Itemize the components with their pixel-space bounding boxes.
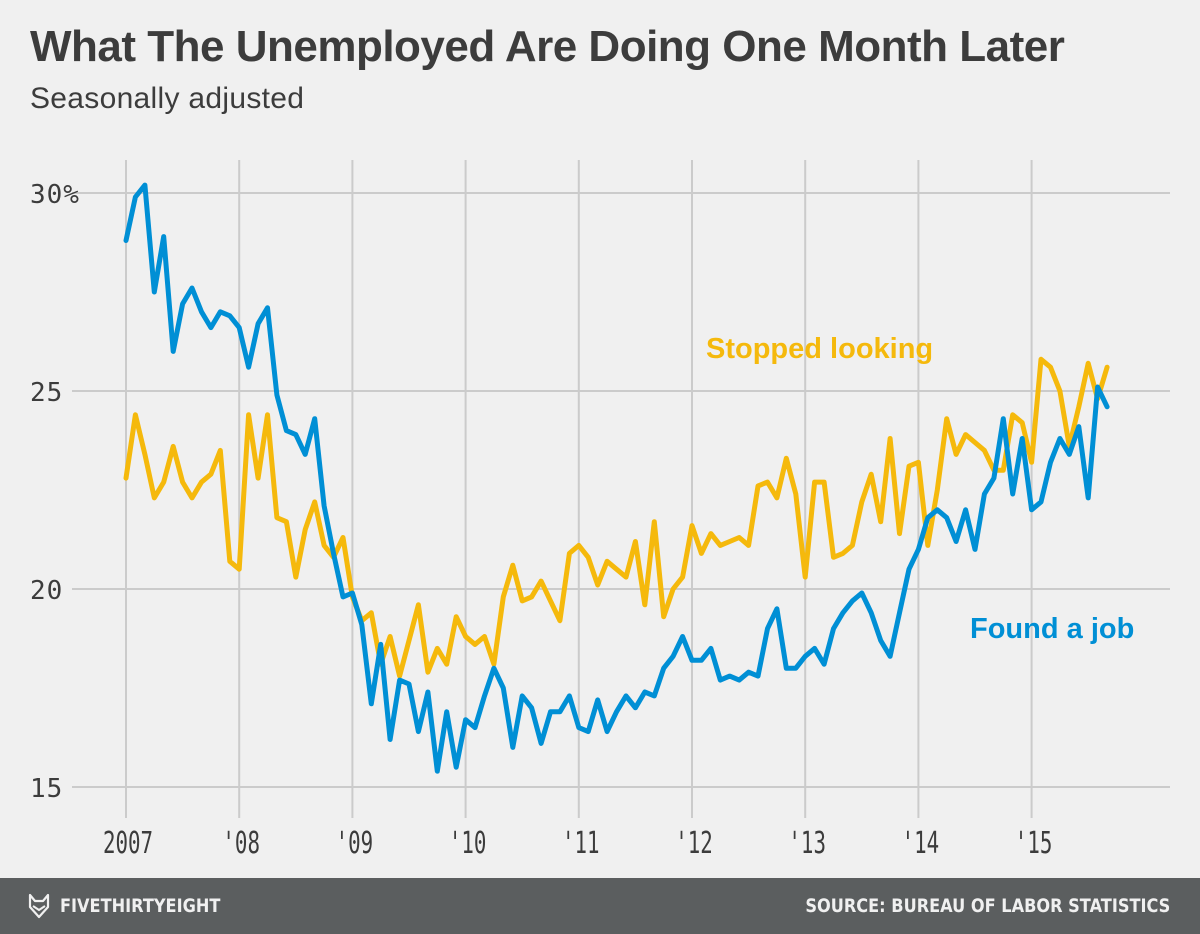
x-tick-label: 2007 xyxy=(103,826,153,861)
x-tick-label: '11 xyxy=(562,826,600,861)
series-lines xyxy=(123,182,1110,774)
x-tick-label: '10 xyxy=(449,826,487,861)
x-tick-label: '09 xyxy=(336,826,374,861)
line-chart: 15 20 25 30% 2007 '08 '09 '10 '11 '12 '13 '14 '15 S… xyxy=(30,160,1170,861)
x-axis-tick-labels: 2007 '08 '09 '10 '11 '12 '13 '14 '15 xyxy=(103,826,1052,861)
y-tick-label: 15 xyxy=(30,774,63,804)
x-tick-label: '14 xyxy=(902,826,940,861)
x-tick-label: '12 xyxy=(675,826,713,861)
series-label-found-a-job: Found a job xyxy=(970,613,1134,645)
y-tick-label: 25 xyxy=(30,378,63,408)
x-tick-label: '15 xyxy=(1015,826,1053,861)
x-tick-label: '13 xyxy=(788,826,826,861)
fox-head-icon xyxy=(28,893,50,919)
footer-bar: FIVETHIRTYEIGHT SOURCE: BUREAU OF LABOR … xyxy=(0,878,1200,934)
series-label-stopped-looking: Stopped looking xyxy=(706,333,933,365)
brand-name: FIVETHIRTYEIGHT xyxy=(60,895,221,917)
chart-subtitle: Seasonally adjusted xyxy=(30,82,305,115)
y-tick-label: 20 xyxy=(30,576,63,606)
chart-title: What The Unemployed Are Doing One Month … xyxy=(30,22,1065,71)
gridlines xyxy=(72,160,1170,818)
source-note: SOURCE: BUREAU OF LABOR STATISTICS xyxy=(805,895,1170,917)
series-line-found-a-job xyxy=(123,182,1110,774)
series-line-stopped-looking xyxy=(123,356,1110,679)
x-tick-label: '08 xyxy=(222,826,260,861)
y-tick-label: 30% xyxy=(30,180,80,210)
y-axis-tick-labels: 15 20 25 30% xyxy=(30,180,80,804)
